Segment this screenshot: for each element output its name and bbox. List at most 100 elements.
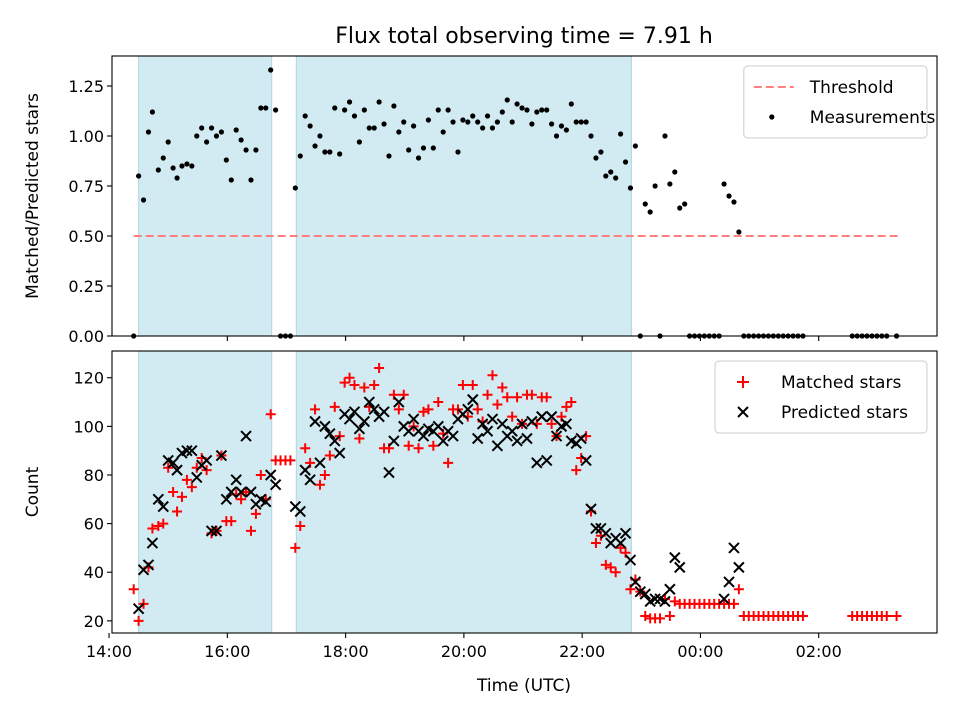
measurement-point — [366, 125, 372, 131]
predicted-stars-marker — [516, 418, 528, 430]
bottom-ytick-label: 40 — [84, 563, 104, 582]
predicted-stars-marker — [383, 466, 395, 479]
matched-stars-marker — [314, 479, 325, 490]
bottom-observing-window — [295, 350, 632, 634]
matched-stars-marker — [497, 382, 508, 393]
measurement-point — [499, 109, 505, 115]
matched-stars-marker — [605, 562, 616, 573]
matched-stars-marker — [428, 440, 439, 451]
measurement-point — [356, 139, 363, 145]
measurement-point — [736, 229, 742, 235]
measurement-point — [174, 175, 180, 181]
predicted-stars-marker — [329, 435, 341, 447]
measurement-point — [258, 105, 264, 111]
measurement-point — [263, 105, 269, 111]
matched-stars-marker — [290, 542, 301, 553]
predicted-stars-marker — [511, 435, 523, 447]
matched-stars-marker — [526, 389, 537, 400]
matched-stars-marker — [241, 487, 252, 497]
legend-label: Threshold — [809, 78, 894, 98]
top-ytick-label: 1.00 — [68, 127, 104, 146]
predicted-stars-marker — [245, 486, 257, 498]
matched-stars-marker — [285, 455, 296, 466]
measurement-point — [509, 119, 515, 125]
measurement-point — [337, 151, 343, 157]
measurement-point — [170, 165, 176, 171]
matched-stars-marker — [236, 494, 247, 505]
measurement-point — [401, 119, 407, 125]
predicted-stars-marker — [363, 396, 375, 408]
measurement-point — [297, 153, 303, 159]
matched-stars-marker — [158, 518, 169, 529]
matched-stars-marker — [354, 433, 365, 444]
legend-label: Predicted stars — [781, 403, 908, 423]
measurement-point — [199, 125, 205, 131]
predicted-stars-marker — [220, 493, 233, 506]
measurement-point — [558, 123, 565, 129]
legend-label: Measurements — [810, 108, 936, 128]
matched-stars-marker — [512, 392, 523, 403]
measurement-point — [622, 159, 629, 165]
matched-stars-marker — [176, 491, 187, 502]
predicted-stars-marker — [624, 554, 637, 566]
top-ytick-label: 1.25 — [68, 77, 104, 96]
predicted-stars-marker — [186, 444, 198, 457]
matched-stars-marker — [186, 482, 197, 493]
top-axis-ylabel: Matched/Predicted stars — [23, 93, 43, 299]
legend-measurement-swatch — [769, 114, 775, 120]
predicted-stars-marker — [264, 469, 277, 481]
predicted-stars-marker — [536, 410, 548, 423]
predicted-stars-marker — [348, 406, 361, 418]
measurement-point — [642, 201, 648, 207]
matched-stars-marker — [226, 516, 237, 527]
measurement-point — [480, 125, 486, 131]
matched-stars-marker — [541, 392, 552, 403]
bottom-axis-ylabel: Count — [23, 466, 43, 517]
predicted-stars-marker — [235, 486, 247, 498]
measurement-point — [647, 209, 653, 215]
measurement-point — [588, 133, 594, 139]
bottom-ytick-label: 80 — [84, 466, 104, 485]
measurement-point — [253, 147, 259, 153]
top-axes: 0.00 0.25 0.50 0.75 1.00 1.25 Threshold Measure… — [68, 55, 938, 346]
measurement-point — [440, 129, 446, 135]
predicted-stars-marker — [506, 425, 518, 437]
matched-stars-marker — [300, 443, 311, 454]
predicted-stars-marker — [225, 486, 237, 498]
predicted-stars-marker — [600, 527, 612, 540]
measurement-point — [292, 185, 298, 191]
predicted-stars-marker — [674, 561, 686, 574]
matched-stars-marker — [728, 598, 739, 609]
measurement-point — [504, 97, 510, 103]
matched-stars-marker — [181, 474, 192, 485]
matched-stars-marker — [640, 610, 651, 621]
bottom-xtick-label: 22:00 — [559, 642, 605, 661]
top-axes-frame — [111, 55, 938, 337]
measurement-point — [568, 101, 574, 107]
measurement-point — [435, 107, 441, 113]
matched-stars-marker — [413, 443, 424, 454]
matched-stars-marker — [433, 397, 444, 408]
predicted-stars-marker — [324, 427, 336, 440]
measurement-point — [603, 173, 609, 179]
predicted-stars-marker — [550, 430, 563, 442]
measurement-point — [430, 145, 436, 151]
matched-stars-marker — [669, 596, 680, 607]
measurement-point — [445, 107, 451, 113]
predicted-stars-marker — [545, 410, 558, 423]
measurement-point — [598, 149, 604, 155]
predicted-stars-marker — [531, 457, 543, 469]
matched-stars-marker — [443, 457, 454, 468]
matched-stars-marker — [655, 613, 666, 624]
matched-stars-marker — [344, 372, 355, 383]
predicted-stars-marker — [215, 449, 228, 462]
predicted-stars-marker — [378, 406, 390, 418]
measurement-point — [307, 123, 313, 129]
predicted-stars-marker — [447, 430, 459, 442]
matched-stars-marker — [329, 401, 340, 412]
top-observing-window — [295, 55, 632, 337]
bottom-legend-box — [714, 360, 928, 434]
matched-stars-marker — [324, 450, 335, 461]
